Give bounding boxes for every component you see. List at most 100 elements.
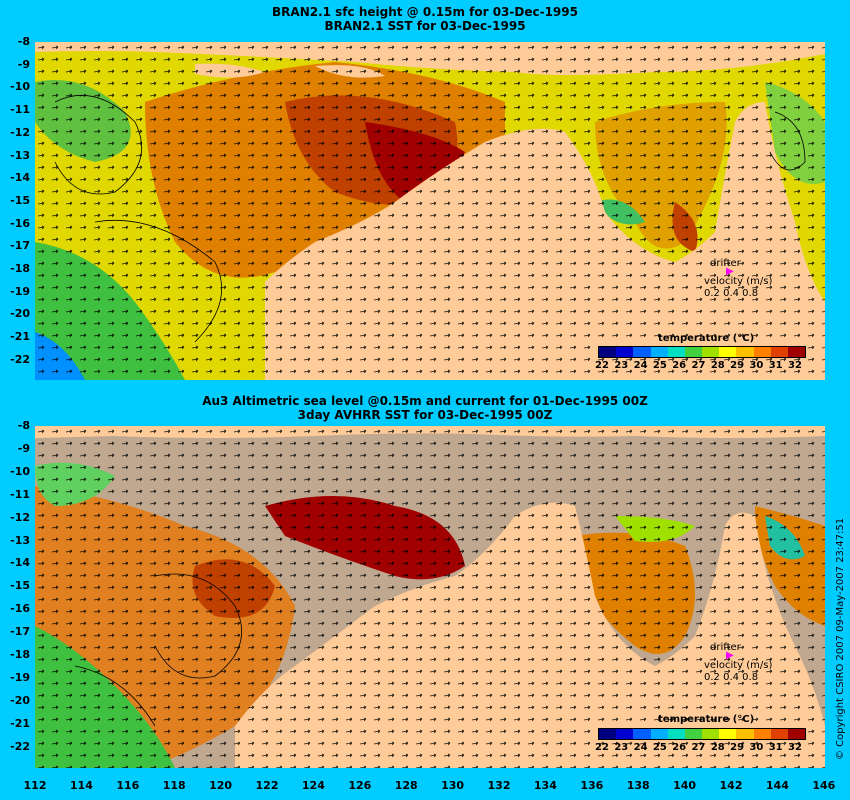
x-tick-label: 142 bbox=[719, 779, 743, 792]
colorbar-tick-label: 32 bbox=[788, 360, 802, 371]
x-tick-label: 134 bbox=[533, 779, 557, 792]
colorbar-tick-label: 30 bbox=[749, 742, 764, 753]
x-tick-label: 138 bbox=[626, 779, 650, 792]
y-tick-label: -9 bbox=[17, 57, 30, 71]
colorbar-tick-label: 32 bbox=[788, 742, 802, 753]
colorbar-tick-label: 28 bbox=[710, 742, 725, 753]
y-tick-label: -19 bbox=[10, 284, 30, 298]
colorbar-swatch bbox=[667, 729, 685, 739]
colorbar-tick-label: 30 bbox=[749, 360, 764, 371]
y-tick-label: -8 bbox=[17, 419, 30, 432]
colorbar-tick-label: 29 bbox=[730, 742, 745, 753]
x-tick-label: 136 bbox=[580, 779, 604, 792]
x-tick-label: 132 bbox=[487, 779, 511, 792]
colorbar-swatch bbox=[650, 347, 668, 357]
panel1-title-line1: BRAN2.1 sfc height @ 0.15m for 03-Dec-19… bbox=[272, 5, 578, 19]
y-tick-label: -12 bbox=[10, 510, 30, 524]
panel1-velocity-scale: 0.2 0.4 0.8 bbox=[704, 288, 759, 299]
x-tick-label: 116 bbox=[116, 779, 140, 792]
x-tick-label: 114 bbox=[69, 779, 93, 792]
colorbar-tick-label: 27 bbox=[691, 360, 706, 371]
y-tick-label: -17 bbox=[10, 239, 30, 253]
colorbar-tick-label: 31 bbox=[768, 742, 783, 753]
y-tick-label: -18 bbox=[10, 262, 30, 275]
y-tick-label: -10 bbox=[10, 80, 30, 94]
colorbar-tick-label: 24 bbox=[633, 742, 648, 753]
colorbar-swatch bbox=[702, 347, 720, 357]
colorbar-tick-label: 29 bbox=[730, 360, 745, 371]
panel2-velocity-scale: 0.2 0.4 0.8 bbox=[704, 672, 759, 683]
colorbar-tick-label: 23 bbox=[614, 742, 629, 753]
x-tick-label: 126 bbox=[348, 779, 372, 792]
y-tick-label: -14 bbox=[10, 556, 30, 570]
y-tick-label: -22 bbox=[10, 352, 30, 366]
colorbar-tick-label: 23 bbox=[614, 360, 629, 371]
y-tick-label: -21 bbox=[10, 330, 30, 344]
panel1-colorbar-title: temperature (°C) bbox=[658, 333, 755, 344]
colorbar-swatch bbox=[787, 729, 806, 739]
y-tick-label: -13 bbox=[10, 533, 30, 547]
colorbar-swatch bbox=[736, 347, 754, 357]
panel2-colorbar bbox=[598, 728, 806, 740]
colorbar-swatch bbox=[719, 347, 737, 357]
panel2-title-line1: Au3 Altimetric sea level @0.15m and curr… bbox=[202, 394, 648, 408]
y-tick-label: -20 bbox=[10, 307, 30, 321]
x-tick-label: 120 bbox=[209, 779, 233, 792]
colorbar-swatch bbox=[599, 729, 617, 739]
model-sst-field bbox=[35, 42, 825, 380]
panel2-title-line2: 3day AVHRR SST for 03-Dec-1995 00Z bbox=[297, 408, 553, 422]
colorbar-swatch bbox=[753, 729, 771, 739]
colorbar-swatch bbox=[736, 729, 754, 739]
colorbar-swatch bbox=[684, 729, 703, 739]
panel2-velocity-label: velocity (m/s) bbox=[704, 660, 773, 671]
map-panel-observed bbox=[35, 426, 825, 768]
panel1-drifter-label: drifter bbox=[710, 258, 741, 269]
colorbar-tick-label: 31 bbox=[768, 360, 783, 371]
x-tick-label: 112 bbox=[23, 779, 47, 792]
map-panel-model bbox=[35, 42, 825, 380]
panel2-drifter-marker-icon: ▶ bbox=[726, 650, 734, 661]
colorbar-swatch bbox=[599, 347, 617, 357]
colorbar-swatch bbox=[753, 347, 771, 357]
y-tick-label: -13 bbox=[10, 148, 30, 162]
colorbar-swatch bbox=[616, 347, 634, 357]
y-tick-label: -10 bbox=[10, 464, 30, 478]
panel1-velocity-label: velocity (m/s) bbox=[704, 276, 773, 287]
y-tick-label: -15 bbox=[10, 579, 30, 593]
colorbar-tick-label: 22 bbox=[595, 742, 609, 753]
y-tick-label: -11 bbox=[10, 487, 30, 501]
x-tick-label: 124 bbox=[301, 779, 325, 792]
y-tick-label: -17 bbox=[10, 625, 30, 639]
y-tick-label: -15 bbox=[10, 193, 30, 207]
y-tick-label: -12 bbox=[10, 125, 30, 139]
y-tick-label: -20 bbox=[10, 693, 30, 707]
x-tick-label: 122 bbox=[255, 779, 279, 792]
y-tick-label: -9 bbox=[17, 441, 30, 455]
copyright-text: © Copyright CSIRO 2007 09-May-2007 23:47… bbox=[835, 517, 846, 760]
colorbar-swatch bbox=[667, 347, 685, 357]
y-tick-label: -21 bbox=[10, 716, 30, 730]
x-tick-label: 128 bbox=[394, 779, 418, 792]
panel2-drifter-label: drifter bbox=[710, 642, 741, 653]
panel1-colorbar bbox=[598, 346, 806, 358]
colorbar-swatch bbox=[650, 729, 668, 739]
colorbar-swatch bbox=[616, 729, 634, 739]
colorbar-tick-label: 28 bbox=[710, 360, 725, 371]
colorbar-swatch bbox=[770, 347, 788, 357]
colorbar-tick-label: 25 bbox=[652, 742, 667, 753]
y-tick-label: -11 bbox=[10, 103, 30, 117]
x-tick-label: 144 bbox=[765, 779, 789, 792]
colorbar-tick-label: 24 bbox=[633, 360, 648, 371]
y-tick-label: -16 bbox=[10, 216, 30, 230]
colorbar-swatch bbox=[633, 729, 651, 739]
y-tick-label: -8 bbox=[17, 35, 30, 48]
colorbar-swatch bbox=[684, 347, 703, 357]
colorbar-tick-label: 22 bbox=[595, 360, 609, 371]
colorbar-swatch bbox=[719, 729, 737, 739]
y-tick-label: -18 bbox=[10, 648, 30, 661]
colorbar-swatch bbox=[633, 347, 651, 357]
colorbar-swatch bbox=[787, 347, 806, 357]
panel1-title-line2: BRAN2.1 SST for 03-Dec-1995 bbox=[324, 19, 526, 33]
y-tick-label: -14 bbox=[10, 171, 30, 185]
panel2-colorbar-title: temperature (°C) bbox=[658, 714, 755, 725]
